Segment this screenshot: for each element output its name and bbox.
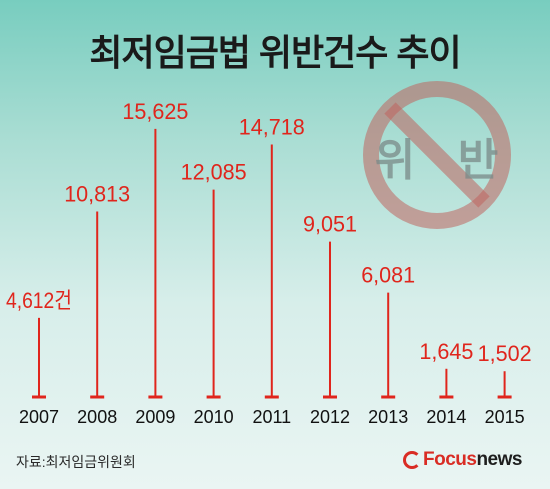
- logo-news-text: news: [476, 449, 522, 470]
- no-sign-slash: [384, 102, 490, 208]
- chart-title: 최저임금법 위반건수 추이: [89, 32, 461, 73]
- source-note: 자료:최저임금위원회: [16, 454, 136, 470]
- watermark-char-right: 반: [458, 136, 498, 185]
- focus-news-logo: Focus news: [403, 446, 522, 474]
- data-label-2012: 9,051: [303, 212, 357, 237]
- x-tick-label-2008: 2008: [77, 407, 117, 427]
- data-label-2009: 15,625: [122, 99, 188, 124]
- bar-series: 4,612건 2007 10,813 2008 15,625 2009 12,085 2010…: [6, 99, 532, 427]
- x-tick-label-2009: 2009: [135, 407, 175, 427]
- data-label-2014: 1,645: [419, 339, 473, 364]
- no-sign-ring: [363, 81, 511, 229]
- x-tick-label-2007: 2007: [19, 407, 59, 427]
- data-label-2011: 14,718: [239, 114, 305, 139]
- x-tick-label-2014: 2014: [426, 407, 466, 427]
- data-label-2008: 10,813: [64, 181, 130, 206]
- no-sign-icon: 위 반: [363, 81, 511, 229]
- data-label-2007: 4,612건: [6, 288, 72, 313]
- logo-focus-text: Focus: [423, 449, 477, 470]
- x-tick-label-2013: 2013: [368, 407, 408, 427]
- x-tick-label-2010: 2010: [194, 407, 234, 427]
- logo-mark-icon: [403, 451, 421, 469]
- x-tick-label-2011: 2011: [252, 407, 291, 427]
- x-tick-label-2012: 2012: [310, 407, 350, 427]
- data-label-2013: 6,081: [361, 263, 415, 288]
- data-label-2010: 12,085: [181, 160, 247, 185]
- x-tick-label-2015: 2015: [485, 407, 525, 427]
- data-label-2015: 1,502: [478, 341, 532, 366]
- watermark-char-left: 위: [375, 136, 415, 185]
